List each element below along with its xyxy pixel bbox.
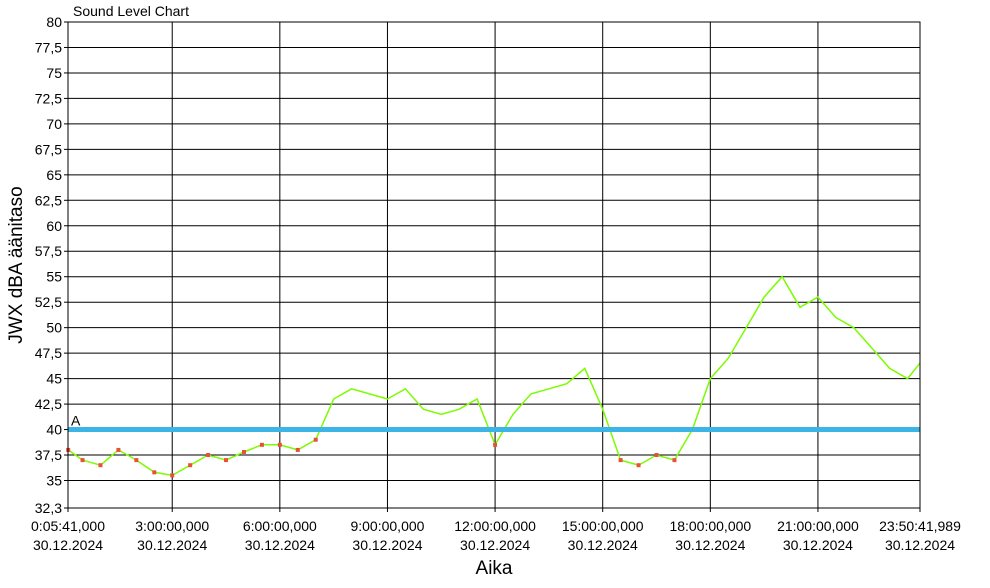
- below-threshold-marker: [654, 453, 659, 458]
- y-tick-label: 67,5: [35, 141, 62, 157]
- x-tick-date-label: 30.12.2024: [675, 537, 745, 553]
- x-tick-time-label: 21:00:00,000: [777, 518, 859, 534]
- y-tick-label: 65: [46, 167, 62, 183]
- below-threshold-marker: [116, 447, 121, 452]
- x-tick-time-label: 6:00:00,000: [243, 518, 317, 534]
- x-tick-date-label: 30.12.2024: [137, 537, 207, 553]
- y-tick-label: 32,3: [35, 500, 62, 516]
- y-tick-label: 57,5: [35, 243, 62, 259]
- y-tick-label: 35: [46, 472, 62, 488]
- below-threshold-marker: [80, 458, 85, 463]
- x-tick-date-label: 30.12.2024: [783, 537, 853, 553]
- threshold-label: A: [71, 413, 81, 429]
- below-threshold-marker: [134, 458, 139, 463]
- y-tick-label: 52,5: [35, 294, 62, 310]
- x-tick-time-label: 15:00:00,000: [562, 518, 644, 534]
- x-tick-time-label: 3:00:00,000: [135, 518, 209, 534]
- below-threshold-marker: [224, 458, 229, 463]
- below-threshold-marker: [170, 473, 175, 478]
- y-tick-label: 47,5: [35, 345, 62, 361]
- x-tick-date-label: 30.12.2024: [245, 537, 315, 553]
- below-threshold-marker: [206, 453, 211, 458]
- threshold-layer: A: [68, 413, 920, 433]
- x-tick-time-label: 0:05:41,000: [31, 518, 105, 534]
- x-tick-date-label: 30.12.2024: [352, 537, 422, 553]
- below-threshold-marker: [672, 458, 677, 463]
- tick-labels: 32,3 35 37,5 40 42,5 45 47,5 50 52,5 55 57,5 60 62,5…: [31, 14, 961, 553]
- below-threshold-marker: [636, 463, 641, 468]
- y-tick-label: 60: [46, 218, 62, 234]
- y-tick-label: 75: [46, 65, 62, 81]
- y-tick-label: 42,5: [35, 396, 62, 412]
- below-threshold-marker: [259, 442, 264, 447]
- below-threshold-marker: [241, 449, 246, 454]
- x-tick-time-label: 12:00:00,000: [454, 518, 536, 534]
- below-threshold-marker: [618, 458, 623, 463]
- y-tick-label: 37,5: [35, 447, 62, 463]
- x-tick-date-label: 30.12.2024: [460, 537, 530, 553]
- y-tick-label: 62,5: [35, 192, 62, 208]
- below-threshold-marker: [277, 442, 282, 447]
- y-tick-label: 77,5: [35, 39, 62, 55]
- y-tick-label: 50: [46, 320, 62, 336]
- below-threshold-marker: [152, 470, 157, 475]
- x-tick-time-label: 18:00:00,000: [669, 518, 751, 534]
- x-tick-time-label: 23:50:41,989: [879, 518, 961, 534]
- x-tick-date-label: 30.12.2024: [885, 537, 955, 553]
- below-threshold-marker: [98, 463, 103, 468]
- y-tick-label: 80: [46, 14, 62, 30]
- plot-frame: [67, 21, 921, 509]
- y-tick-label: 72,5: [35, 90, 62, 106]
- y-axis-title: JWX dBA äänitaso: [6, 186, 27, 343]
- below-threshold-marker: [493, 442, 498, 447]
- x-axis-title: Aika: [476, 558, 513, 579]
- below-threshold-marker: [313, 437, 318, 442]
- y-tick-label: 55: [46, 269, 62, 285]
- x-tick-time-label: 9:00:00,000: [350, 518, 424, 534]
- below-threshold-marker: [188, 463, 193, 468]
- plot-background: [68, 22, 920, 508]
- below-threshold-marker: [295, 447, 300, 452]
- chart-title: Sound Level Chart: [73, 3, 189, 19]
- y-tick-label: 45: [46, 371, 62, 387]
- y-tick-label: 40: [46, 422, 62, 438]
- x-tick-date-label: 30.12.2024: [568, 537, 638, 553]
- x-tick-date-label: 30.12.2024: [33, 537, 103, 553]
- y-tick-label: 70: [46, 116, 62, 132]
